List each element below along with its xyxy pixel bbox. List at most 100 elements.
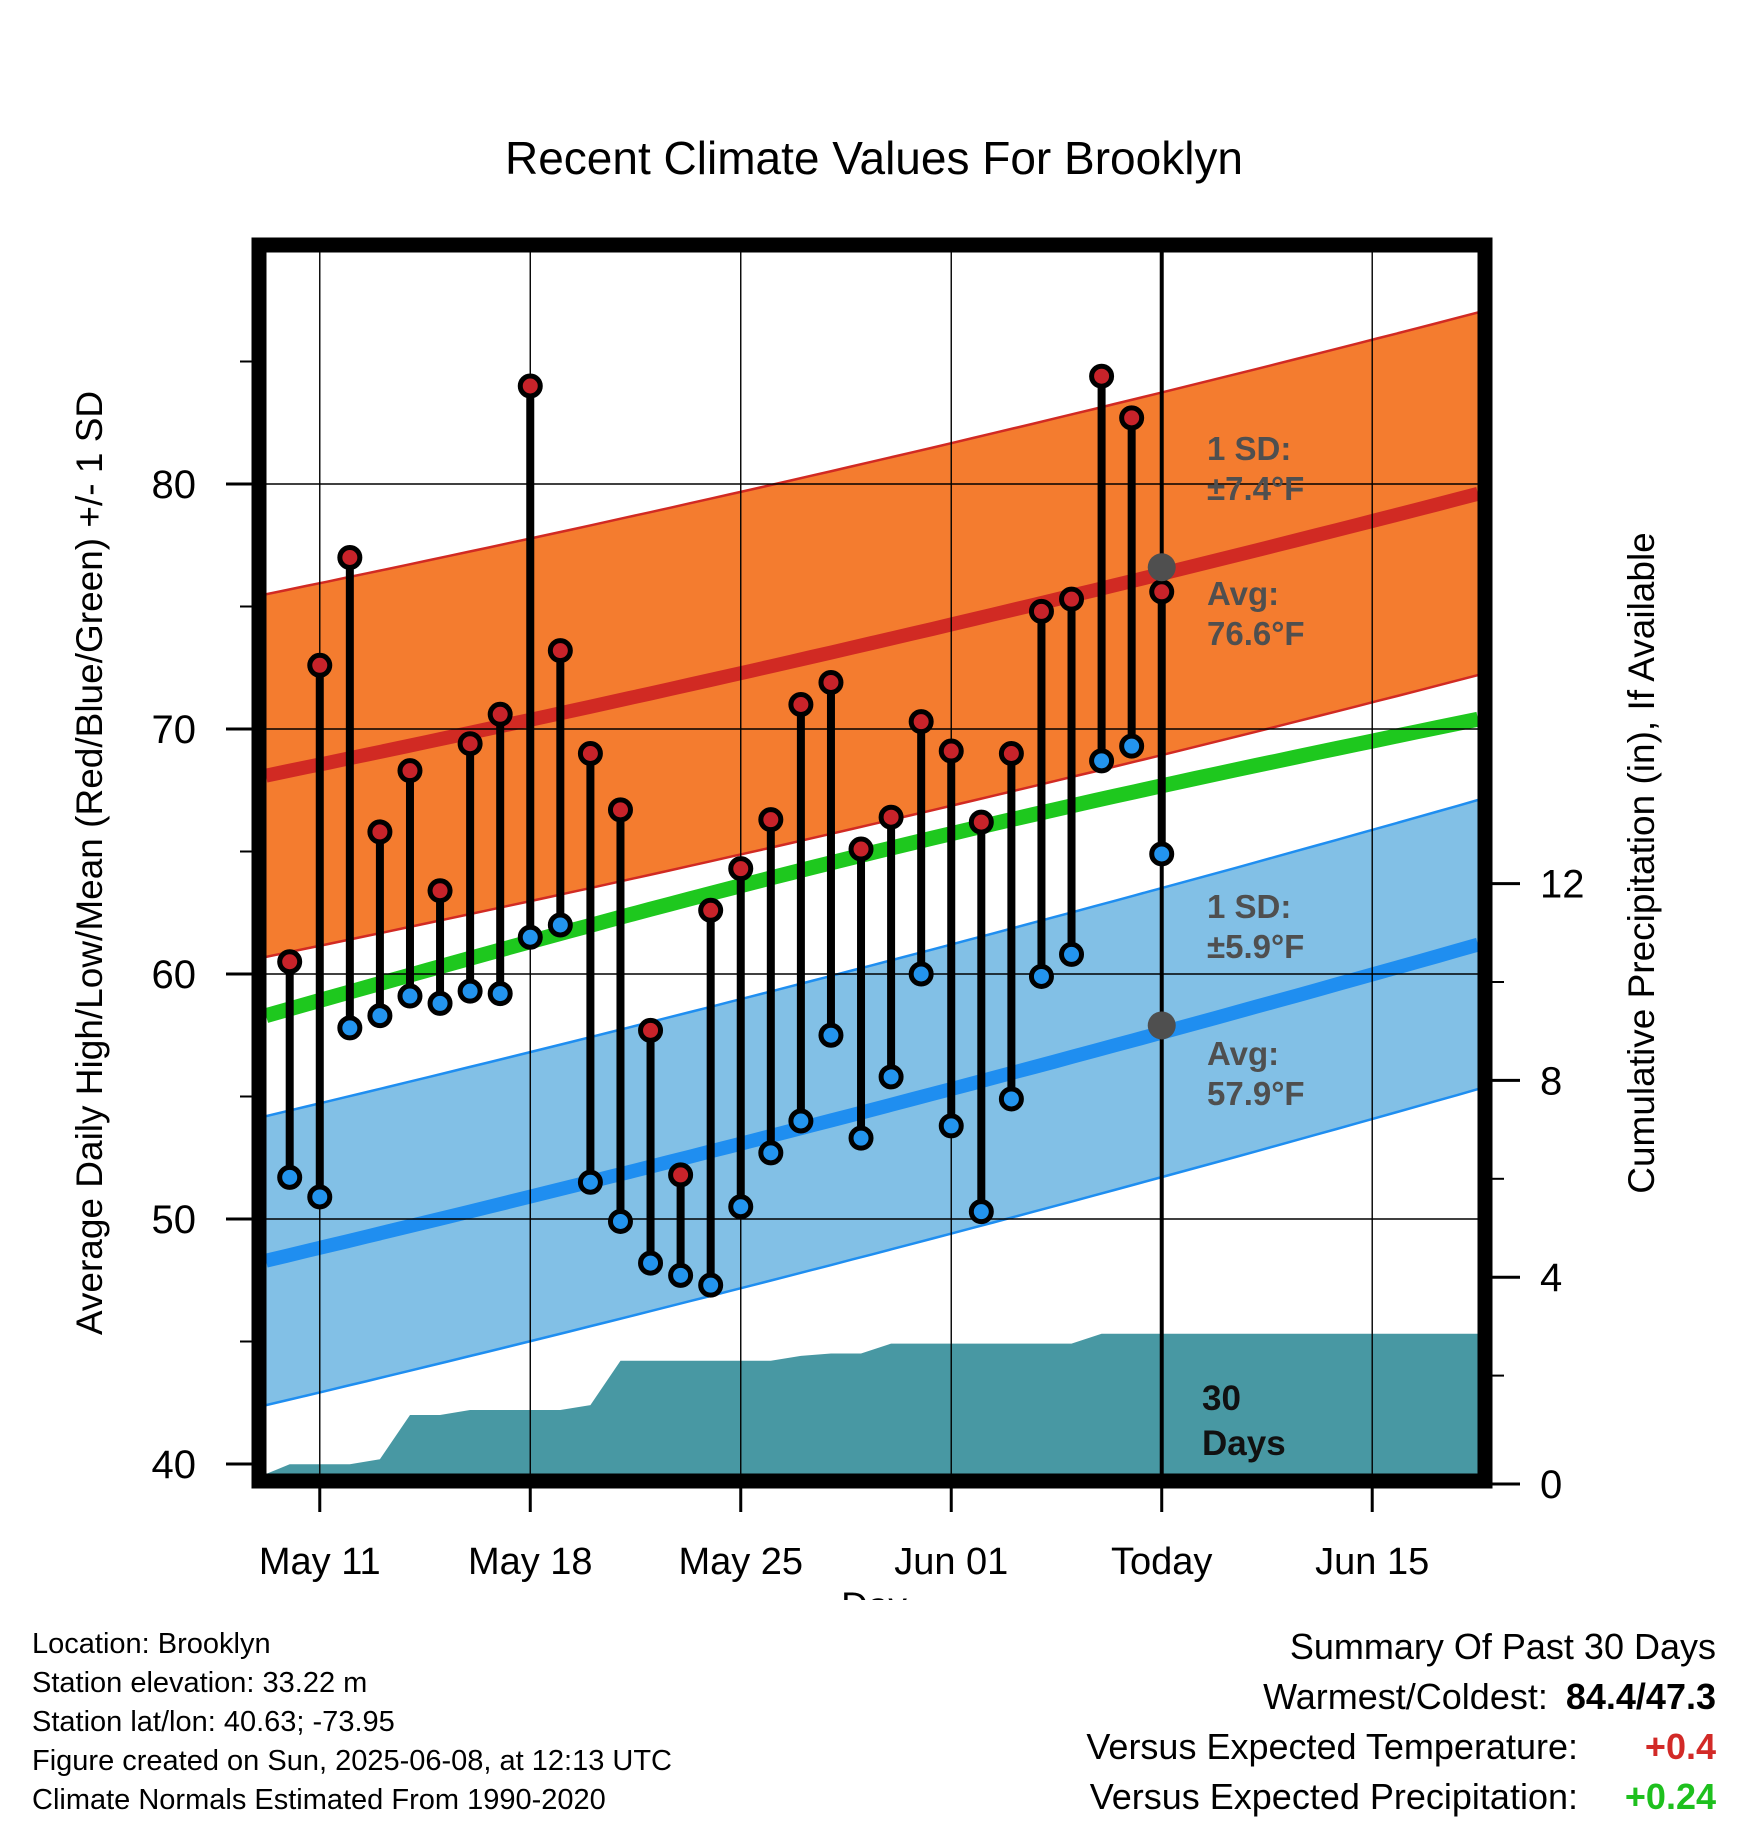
y-left-tick-label-70: 70 <box>152 708 197 752</box>
low-point-26 <box>1059 941 1085 967</box>
low-point-14 <box>698 1272 724 1298</box>
high-point-5 <box>427 878 453 904</box>
high-point-15 <box>728 856 754 882</box>
x-axis-label: Day <box>841 1585 907 1600</box>
low-point-6 <box>457 978 483 1004</box>
y-left-tick-label-80: 80 <box>152 463 197 507</box>
climate-chart: Recent Climate Values For Brooklyn 1 SD:… <box>69 132 1662 1600</box>
avg-low-value: 57.9°F <box>1207 1075 1305 1112</box>
location-text: Location: Brooklyn <box>32 1628 271 1660</box>
summary-heading: Summary Of Past 30 Days <box>1289 1626 1716 1667</box>
low-sd-upper-edge <box>266 798 1478 1118</box>
avg-low-label: Avg: <box>1207 1035 1279 1072</box>
x-tick-label-0: May 11 <box>259 1541 381 1583</box>
low-point-16 <box>758 1140 784 1166</box>
precip-value: +0.24 <box>1624 1776 1716 1817</box>
high-point-18 <box>818 669 844 695</box>
low-point-29 <box>1149 841 1175 867</box>
summary-temp: Versus Expected Temperature: +0.4 <box>1086 1722 1716 1772</box>
high-point-28 <box>1119 405 1145 431</box>
station-info: Location: Brooklyn Station elevation: 33… <box>32 1625 672 1820</box>
high-point-7 <box>487 701 513 727</box>
low-point-25 <box>1028 963 1054 989</box>
y-right-tick-label-8: 8 <box>1540 1059 1562 1103</box>
low-point-11 <box>607 1208 633 1234</box>
high-point-23 <box>968 809 994 835</box>
low-point-2 <box>337 1015 363 1041</box>
high-point-10 <box>577 741 603 766</box>
temp-label: Versus Expected Temperature: <box>1086 1726 1578 1767</box>
warm-cold-value: 84.4/47.3 <box>1565 1676 1716 1717</box>
low-point-5 <box>427 990 453 1016</box>
low-point-22 <box>938 1113 964 1139</box>
high-point-22 <box>938 738 964 764</box>
x-tick-label-5: Jun 15 <box>1315 1541 1429 1583</box>
high-point-14 <box>698 897 724 923</box>
y-right-tick-label-12: 12 <box>1540 863 1585 907</box>
today-low-normal-marker <box>1147 1011 1176 1040</box>
x-tick-label-4: Today <box>1111 1541 1212 1583</box>
low-point-24 <box>998 1086 1024 1112</box>
high-point-1 <box>307 652 333 678</box>
high-point-27 <box>1089 363 1115 389</box>
sd-high-label: 1 SD: <box>1207 430 1291 467</box>
low-point-13 <box>668 1262 694 1288</box>
summary-precip: Versus Expected Precipitation: +0.24 <box>1086 1772 1716 1822</box>
normals-text: Climate Normals Estimated From 1990-2020 <box>32 1784 606 1816</box>
elevation-text: Station elevation: 33.22 m <box>32 1667 368 1699</box>
precip-label: Versus Expected Precipitation: <box>1089 1776 1578 1817</box>
low-point-18 <box>818 1022 844 1048</box>
high-point-4 <box>397 758 423 784</box>
high-point-21 <box>908 709 934 735</box>
high-point-29 <box>1149 579 1175 605</box>
high-point-24 <box>998 741 1024 766</box>
plot-interior <box>266 252 1478 1474</box>
high-point-25 <box>1028 598 1054 624</box>
high-point-13 <box>668 1162 694 1188</box>
high-point-0 <box>277 949 303 975</box>
high-sd-band <box>266 312 1478 957</box>
low-point-12 <box>638 1250 664 1276</box>
temp-value: +0.4 <box>1644 1726 1716 1767</box>
avg-high-value: 76.6°F <box>1207 615 1305 652</box>
high-point-8 <box>517 373 543 399</box>
high-point-2 <box>337 545 363 570</box>
y-left-tick-label-50: 50 <box>152 1198 197 1242</box>
low-sd-lower-edge <box>266 1087 1478 1407</box>
low-point-28 <box>1119 733 1145 759</box>
y-left-tick-label-60: 60 <box>152 953 197 997</box>
avg-high-label: Avg: <box>1207 575 1279 612</box>
latlon-text: Station lat/lon: 40.63; -73.95 <box>32 1706 395 1738</box>
low-point-9 <box>547 912 573 938</box>
x-tick-label-3: Jun 01 <box>894 1541 1008 1583</box>
high-point-3 <box>367 819 393 845</box>
high-point-26 <box>1059 586 1085 612</box>
y-axis-right-label: Cumulative Precipitation (in), If Availa… <box>1621 532 1662 1194</box>
high-point-6 <box>457 731 483 757</box>
x-tick-label-1: May 18 <box>468 1541 593 1583</box>
low-point-3 <box>367 1003 393 1029</box>
low-point-4 <box>397 983 423 1009</box>
y-left-tick-label-40: 40 <box>152 1443 197 1487</box>
today-high-normal-marker <box>1147 553 1176 582</box>
chart-title: Recent Climate Values For Brooklyn <box>505 132 1243 184</box>
sd-low-label: 1 SD: <box>1207 888 1291 925</box>
high-point-11 <box>607 797 633 823</box>
high-point-12 <box>638 1017 664 1043</box>
high-point-20 <box>878 804 904 830</box>
low-point-21 <box>908 961 934 987</box>
low-point-19 <box>848 1125 874 1151</box>
low-point-17 <box>788 1108 814 1134</box>
y-axis-left-label: Average Daily High/Low/Mean (Red/Blue/Gr… <box>69 391 110 1335</box>
high-point-19 <box>848 836 874 862</box>
y-right-tick-label-4: 4 <box>1540 1256 1562 1300</box>
plot-frame <box>251 237 1493 1489</box>
precip-area <box>266 1333 1478 1474</box>
high-sd-upper-edge <box>266 311 1478 596</box>
low-point-0 <box>277 1164 303 1190</box>
created-text: Figure created on Sun, 2025-06-08, at 12… <box>32 1745 672 1777</box>
low-point-10 <box>577 1169 603 1195</box>
window-days-word: Days <box>1202 1424 1286 1463</box>
sd-low-value: ±5.9°F <box>1207 928 1304 965</box>
summary-panel: Summary Of Past 30 Days Warmest/Coldest:… <box>1086 1622 1716 1822</box>
